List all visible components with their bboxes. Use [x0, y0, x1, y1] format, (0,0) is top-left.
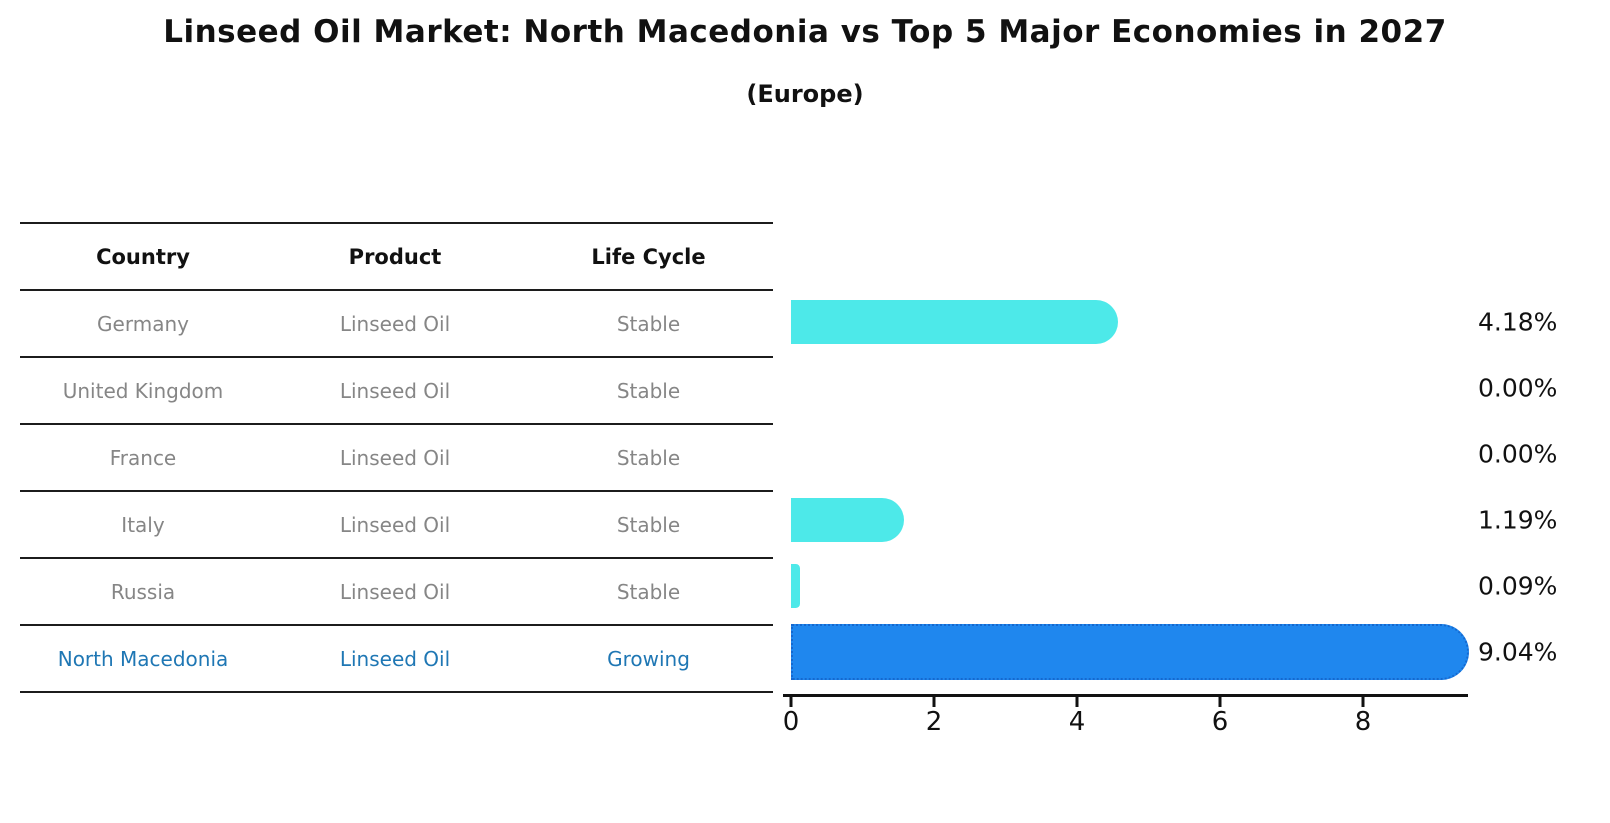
- x-axis-tick-label: 4: [1068, 707, 1086, 737]
- cell-life-cycle: Stable: [616, 445, 681, 470]
- chart-title: Linseed Oil Market: North Macedonia vs T…: [163, 14, 1447, 50]
- cell-life-cycle: Stable: [616, 378, 681, 403]
- bar-value-label-north-macedonia: 9.04%: [1478, 637, 1558, 667]
- x-axis-tick-label: 6: [1211, 707, 1229, 737]
- column-header-life-cycle: Life Cycle: [591, 244, 706, 269]
- table-row-germany: Germany Linseed Oil Stable: [20, 291, 773, 358]
- x-axis-line: [783, 694, 1468, 697]
- bar-value-label-russia: 0.09%: [1478, 571, 1558, 601]
- bar-value-label-united-kingdom: 0.00%: [1478, 373, 1558, 403]
- table-header-row: Country Product Life Cycle: [20, 224, 773, 291]
- x-axis-tick: [1361, 696, 1365, 707]
- bar-germany: [791, 300, 1118, 344]
- table-row-italy: Italy Linseed Oil Stable: [20, 492, 773, 559]
- x-axis-tick-label: 8: [1354, 707, 1372, 737]
- cell-life-cycle: Growing: [607, 646, 690, 671]
- cell-life-cycle: Stable: [616, 579, 681, 604]
- table-row-united-kingdom: United Kingdom Linseed Oil Stable: [20, 358, 773, 425]
- cell-country: Russia: [110, 579, 176, 604]
- table-row-north-macedonia: North Macedonia Linseed Oil Growing: [20, 626, 773, 693]
- cell-product: Linseed Oil: [339, 311, 451, 336]
- x-axis-tick: [789, 696, 793, 707]
- cell-country: Germany: [97, 311, 189, 336]
- table-row-russia: Russia Linseed Oil Stable: [20, 559, 773, 626]
- cell-country: France: [109, 445, 177, 470]
- chart-subtitle: (Europe): [746, 80, 864, 108]
- cell-product: Linseed Oil: [339, 378, 451, 403]
- x-axis-tick-label: 0: [782, 707, 800, 737]
- cell-product: Linseed Oil: [339, 579, 451, 604]
- cell-life-cycle: Stable: [616, 512, 681, 537]
- cell-country: Italy: [121, 512, 165, 537]
- cell-product: Linseed Oil: [339, 512, 451, 537]
- column-header-country: Country: [96, 244, 190, 269]
- column-header-product: Product: [348, 244, 442, 269]
- x-axis-tick: [932, 696, 936, 707]
- cell-product: Linseed Oil: [339, 445, 451, 470]
- bar-value-label-italy: 1.19%: [1478, 505, 1558, 535]
- bar-italy: [791, 498, 905, 542]
- bar-north-macedonia: [791, 624, 1470, 680]
- x-axis-tick: [1075, 696, 1079, 707]
- cell-country: North Macedonia: [57, 646, 229, 671]
- x-axis-tick: [1218, 696, 1222, 707]
- bar-value-label-germany: 4.18%: [1478, 307, 1558, 337]
- cell-country: United Kingdom: [62, 378, 224, 403]
- x-axis-tick-label: 2: [925, 707, 943, 737]
- bar-value-label-france: 0.00%: [1478, 439, 1558, 469]
- cell-product: Linseed Oil: [339, 646, 451, 671]
- table-row-france: France Linseed Oil Stable: [20, 425, 773, 492]
- bar-russia: [791, 564, 801, 608]
- country-table: Country Product Life Cycle Germany Linse…: [20, 222, 773, 693]
- cell-life-cycle: Stable: [616, 311, 681, 336]
